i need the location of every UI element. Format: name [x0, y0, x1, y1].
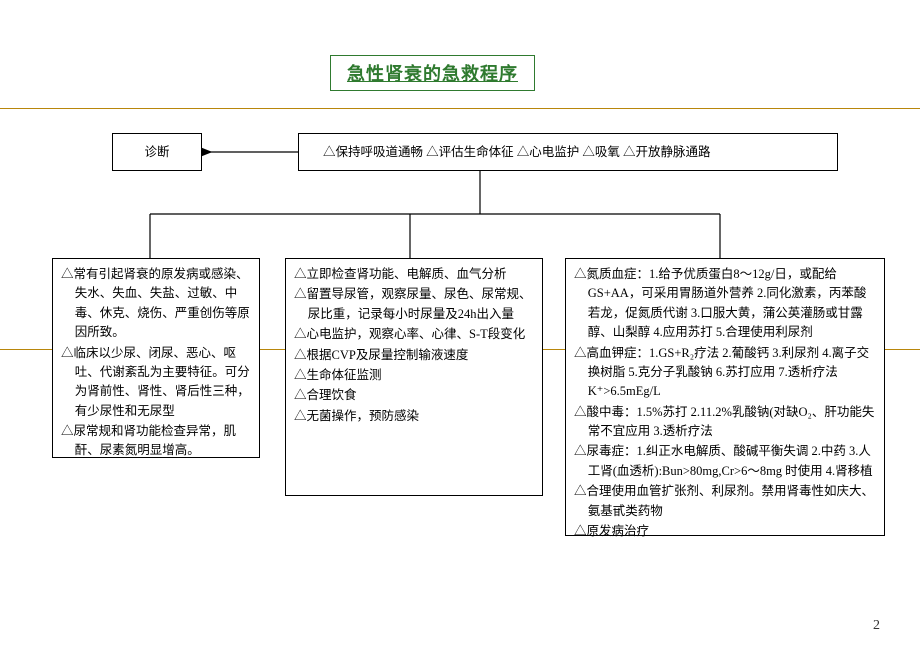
- right-item: △原发病治疗: [574, 522, 876, 541]
- mid-item: △留置导尿管，观察尿量、尿色、尿常规、尿比重，记录每小时尿量及24h出入量: [294, 285, 534, 324]
- node-initial: △保持呼吸道通畅 △评估生命体征 △心电监护 △吸氧 △开放静脉通路: [298, 133, 838, 171]
- left-item: △临床以少尿、闭尿、恶心、呕吐、代谢紊乱为主要特征。可分为肾前性、肾性、肾后性三…: [61, 344, 251, 422]
- mid-item: △无菌操作，预防感染: [294, 407, 534, 426]
- diagnosis-label: 诊断: [144, 145, 169, 159]
- right-item: △合理使用血管扩张剂、利尿剂。禁用肾毒性如庆大、氨基甙类药物: [574, 482, 876, 521]
- mid-item: △合理饮食: [294, 386, 534, 405]
- initial-text: △保持呼吸道通畅 △评估生命体征 △心电监护 △吸氧 △开放静脉通路: [323, 145, 711, 159]
- node-diagnosis: 诊断: [112, 133, 202, 171]
- right-item: △酸中毒：1.5%苏打 2.11.2%乳酸钠(对缺O₂、肝功能失常不宜应用 3.…: [574, 403, 876, 442]
- mid-item: △生命体征监测: [294, 366, 534, 385]
- node-left: △常有引起肾衰的原发病或感染、失水、失血、失盐、过敏、中毒、休克、烧伤、严重创伤…: [52, 258, 260, 458]
- page-number: 2: [873, 618, 880, 634]
- right-item: △尿毒症：1.纠正水电解质、酸碱平衡失调 2.中药 3.人工肾(血透析):Bun…: [574, 442, 876, 481]
- left-item: △常有引起肾衰的原发病或感染、失水、失血、失盐、过敏、中毒、休克、烧伤、严重创伤…: [61, 265, 251, 343]
- right-item: △高血钾症：1.GS+R₂疗法 2.葡酸钙 3.利尿剂 4.离子交换树脂 5.克…: [574, 344, 876, 402]
- node-middle: △立即检查肾功能、电解质、血气分析 △留置导尿管，观察尿量、尿色、尿常规、尿比重…: [285, 258, 543, 496]
- mid-item: △根据CVP及尿量控制输液速度: [294, 346, 534, 365]
- right-item: △氮质血症：1.给予优质蛋白8～12g/日，或配给GS+AA，可采用胃肠道外营养…: [574, 265, 876, 343]
- node-right: △氮质血症：1.给予优质蛋白8～12g/日，或配给GS+AA，可采用胃肠道外营养…: [565, 258, 885, 536]
- left-item: △尿常规和肾功能检查异常，肌酐、尿素氮明显增高。: [61, 422, 251, 461]
- title-box: 急性肾衰的急救程序: [330, 55, 535, 91]
- page-title: 急性肾衰的急救程序: [347, 64, 518, 84]
- mid-item: △心电监护，观察心率、心律、S-T段变化: [294, 325, 534, 344]
- mid-item: △立即检查肾功能、电解质、血气分析: [294, 265, 534, 284]
- decor-line-top: [0, 108, 920, 109]
